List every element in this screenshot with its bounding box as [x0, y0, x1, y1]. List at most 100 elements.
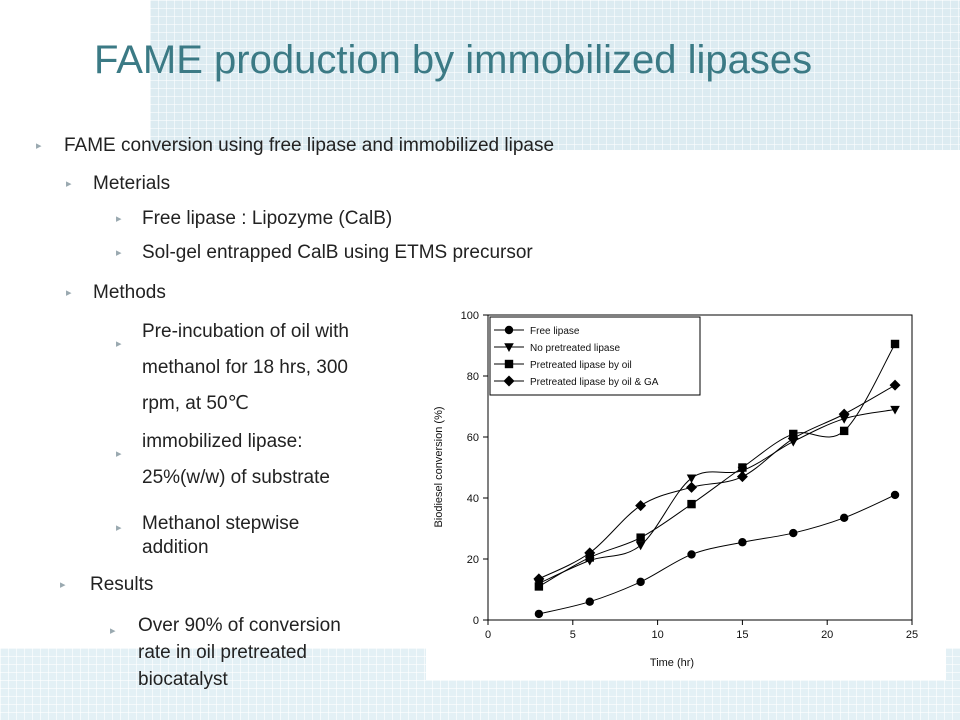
bullet-arrow-icon: ▸ [116, 338, 122, 350]
data-point-square [839, 426, 849, 436]
series-line [538, 494, 896, 615]
data-point-diamond [889, 379, 901, 391]
y-tick-label: 40 [467, 493, 479, 505]
data-point-square [890, 339, 900, 349]
y-tick-label: 20 [467, 554, 479, 566]
bullet-text-line: addition [142, 537, 209, 558]
bullet-arrow-icon: ▸ [116, 522, 122, 534]
legend-marker-diamond [503, 375, 515, 387]
data-point-circle [687, 550, 696, 559]
bullet-text-line: immobilized lipase: [142, 431, 303, 452]
bullet-methanol-stepwise: ▸ Methanol stepwise addition [116, 512, 299, 560]
legend-marker-circle [504, 325, 514, 335]
data-point-circle [789, 528, 798, 538]
data-point-square [534, 582, 544, 591]
data-point-diamond [736, 471, 748, 483]
data-point-circle [636, 577, 645, 587]
legend-entry: No pretreated lipase [494, 343, 620, 354]
bullet-text-line: Methanol stepwise [142, 513, 300, 534]
data-point-square [738, 463, 747, 472]
x-tick-label: 0 [485, 629, 491, 641]
bullet-text: Results [90, 574, 154, 595]
y-tick-label: 60 [467, 432, 479, 444]
y-tick-label: 100 [461, 310, 479, 322]
data-point-diamond [787, 433, 799, 445]
slide-title: FAME production by immobilized lipases [94, 38, 813, 82]
bullet-text-line: Pre-incubation of oil with [142, 321, 349, 342]
plot-frame [487, 314, 913, 621]
legend-label: No pretreated lipase [530, 343, 620, 354]
legend-marker-square [504, 359, 514, 369]
data-point-triangle-down [890, 405, 900, 415]
x-axis-label: Time (hr) [650, 657, 694, 669]
series-circle [534, 490, 900, 619]
y-axis-label: Biodiesel conversion (%) [433, 406, 445, 527]
series-diamond [533, 379, 901, 585]
y-tick-label: 0 [473, 615, 479, 627]
bullet-text: Free lipase : Lipozyme (CalB) [142, 208, 393, 229]
data-point-diamond [533, 573, 545, 585]
x-tick-label: 20 [821, 629, 833, 641]
bullet-text-line: 25%(w/w) of substrate [142, 467, 330, 488]
x-tick-label: 5 [570, 629, 576, 641]
data-point-circle [585, 597, 594, 606]
bullet-text-line: biocatalyst [138, 669, 228, 690]
bullet-arrow-icon: ▸ [116, 213, 122, 225]
bullet-fame-conversion: ▸ FAME conversion using free lipase and … [36, 135, 554, 157]
bullet-text-line: Over 90% of conversion [138, 615, 341, 636]
data-point-triangle-down [635, 541, 646, 551]
x-tick-label: 25 [906, 629, 918, 641]
bullet-arrow-icon: ▸ [110, 625, 116, 637]
y-tick-label: 80 [467, 371, 479, 383]
legend-marker-triangle-down [504, 343, 514, 352]
bullet-text: Sol-gel entrapped CalB using ETMS precur… [142, 242, 533, 263]
bullet-immobilized-lipase: ▸ immobilized lipase: 25%(w/w) of substr… [116, 424, 330, 496]
chart-svg: 0 5 10 15 20 25 0 20 40 60 80 100 Free lipase No pre… [433, 310, 918, 669]
legend-entry: Pretreated lipase by oil & GA [494, 375, 659, 388]
series-line [538, 409, 896, 584]
data-point-circle [534, 609, 544, 619]
bullet-sol-gel: ▸ Sol-gel entrapped CalB using ETMS prec… [116, 242, 533, 264]
data-point-triangle-down [686, 474, 697, 484]
data-point-circle [890, 490, 900, 500]
series-line [538, 384, 896, 580]
data-point-circle [738, 538, 747, 547]
conversion-chart: 0 5 10 15 20 25 0 20 40 60 80 100 Free lipase No pre… [426, 296, 946, 680]
data-point-diamond [686, 481, 698, 493]
bullet-materials: ▸ Meterials [66, 173, 170, 195]
data-point-diamond [584, 547, 596, 559]
bullet-results: ▸ Results [60, 574, 153, 596]
bullet-methods: ▸ Methods [66, 282, 166, 304]
bullet-arrow-icon: ▸ [116, 448, 122, 460]
legend-box [489, 316, 701, 396]
bullet-arrow-icon: ▸ [66, 178, 72, 190]
chart-axes: 0 5 10 15 20 25 0 20 40 60 80 100 [461, 310, 918, 641]
bullet-text-line: methanol for 18 hrs, 300 [142, 357, 348, 378]
data-point-circle [839, 513, 849, 523]
data-point-diamond [838, 408, 850, 420]
bullet-free-lipase: ▸ Free lipase : Lipozyme (CalB) [116, 208, 392, 230]
bullet-text: Meterials [93, 173, 171, 194]
bullet-arrow-icon: ▸ [36, 140, 42, 152]
legend-label: Pretreated lipase by oil [530, 360, 632, 371]
bullet-over-90: ▸ Over 90% of conversion rate in oil pre… [110, 612, 341, 693]
bullet-text-line: rpm, at 50℃ [142, 393, 249, 414]
chart-legend: Free lipase No pretreated lipase Pretreate… [489, 316, 701, 396]
data-point-square [687, 499, 696, 509]
legend-entry: Pretreated lipase by oil [494, 359, 632, 371]
bullet-text-line: rate in oil pretreated [138, 642, 307, 663]
bullet-text: Methods [93, 282, 166, 303]
bullet-arrow-icon: ▸ [60, 579, 66, 591]
chart-series [533, 339, 901, 619]
bullet-arrow-icon: ▸ [66, 287, 72, 299]
bullet-pre-incubation: ▸ Pre-incubation of oil with methanol fo… [116, 314, 349, 422]
bullet-arrow-icon: ▸ [116, 247, 122, 259]
bullet-text: FAME conversion using free lipase and im… [64, 135, 555, 156]
data-point-diamond [635, 500, 647, 512]
x-tick-label: 15 [736, 629, 748, 641]
legend-label: Pretreated lipase by oil & GA [530, 377, 659, 388]
legend-entry: Free lipase [494, 325, 580, 337]
data-point-square [636, 533, 645, 542]
background-grid-top [150, 0, 960, 150]
x-tick-label: 10 [651, 629, 663, 641]
